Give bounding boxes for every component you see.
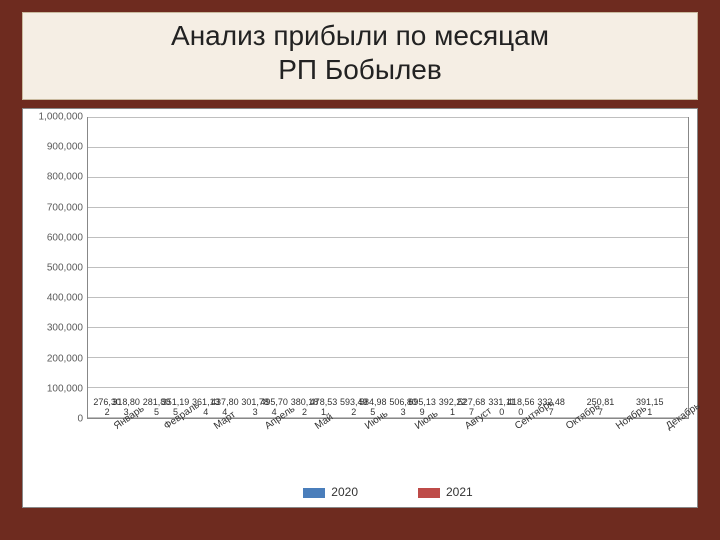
plot-area: 276,302318,803281,805351,195361,134437,8… bbox=[87, 117, 689, 419]
y-tick-label: 900,000 bbox=[23, 142, 83, 153]
title-line-1: Анализ прибыли по месяцам bbox=[33, 19, 687, 53]
legend-label-2020: 2020 bbox=[331, 485, 358, 499]
x-tick-label: Май bbox=[288, 419, 338, 473]
y-tick-label: 800,000 bbox=[23, 172, 83, 183]
x-tick-label: Декабрь bbox=[639, 419, 689, 473]
y-tick-label: 1,000,000 bbox=[23, 112, 83, 123]
x-tick-label: Март bbox=[187, 419, 237, 473]
legend-item-2021: 2021 bbox=[418, 485, 473, 499]
y-tick-label: 600,000 bbox=[23, 232, 83, 243]
chart-title-box: Анализ прибыли по месяцам РП Бобылев bbox=[22, 12, 698, 100]
x-tick-label: Январь bbox=[87, 419, 137, 473]
bars-layer: 276,302318,803281,805351,195361,134437,8… bbox=[88, 118, 688, 418]
y-tick-label: 200,000 bbox=[23, 353, 83, 364]
x-tick-label: Февраль bbox=[137, 419, 187, 473]
legend-label-2021: 2021 bbox=[446, 485, 473, 499]
y-tick-label: 400,000 bbox=[23, 293, 83, 304]
y-tick-label: 0 bbox=[23, 414, 83, 425]
legend-swatch-2021 bbox=[418, 488, 440, 498]
y-tick-label: 100,000 bbox=[23, 383, 83, 394]
chart-container: 0 100,000 200,000 300,000 400,000 500,000 600,… bbox=[22, 108, 698, 508]
x-tick-label: Сентябрь bbox=[488, 419, 538, 473]
legend-swatch-2020 bbox=[303, 488, 325, 498]
x-axis-labels: ЯнварьФевральМартАпрельМайИюньИюльАвгуст… bbox=[87, 419, 689, 473]
x-tick-label: Август bbox=[438, 419, 488, 473]
title-line-2: РП Бобылев bbox=[33, 53, 687, 87]
x-tick-label: Апрель bbox=[238, 419, 288, 473]
x-tick-label: Июль bbox=[388, 419, 438, 473]
x-tick-label: Ноябрь bbox=[589, 419, 639, 473]
legend: 2020 2021 bbox=[87, 481, 689, 503]
y-tick-label: 500,000 bbox=[23, 263, 83, 274]
x-tick-label: Октябрь bbox=[539, 419, 589, 473]
y-tick-label: 700,000 bbox=[23, 202, 83, 213]
y-tick-label: 300,000 bbox=[23, 323, 83, 334]
legend-item-2020: 2020 bbox=[303, 485, 358, 499]
x-tick-label: Июнь bbox=[338, 419, 388, 473]
